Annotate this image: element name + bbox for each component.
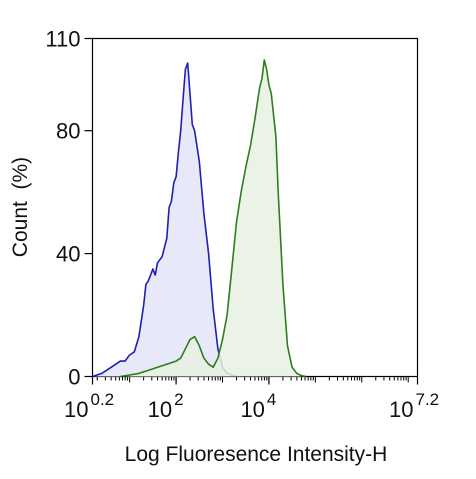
y-tick-label: 0	[68, 365, 80, 390]
x-tick-label: 10	[389, 397, 413, 422]
x-tick-exponent: 4	[267, 390, 276, 409]
y-tick-label: 40	[56, 242, 80, 267]
series-1-line	[92, 62, 237, 378]
x-tick-exponent: 0.2	[91, 390, 115, 409]
x-tick-exponent: 7.2	[416, 390, 440, 409]
y-axis-ticks: 0 40 80 110	[45, 27, 93, 390]
x-tick-label: 10	[240, 397, 264, 422]
series-layer	[92, 59, 307, 378]
series-2-area	[120, 60, 307, 377]
x-tick-label: 10	[64, 397, 88, 422]
x-minor-ticks	[96, 376, 409, 383]
y-axis-label: Count (%)	[9, 157, 32, 257]
y-tick-label: 80	[56, 119, 80, 144]
x-tick-exponent: 2	[174, 390, 183, 409]
x-tick-label: 10	[148, 397, 172, 422]
y-tick-label: 110	[45, 27, 80, 52]
x-axis-label: Log Fluoresence Intensity-H	[125, 443, 388, 466]
series-2-line	[120, 59, 307, 378]
series-1-area	[92, 63, 237, 377]
x-axis-ticks: 10 0.2 10 2 10 4 10 7.2	[64, 376, 440, 422]
